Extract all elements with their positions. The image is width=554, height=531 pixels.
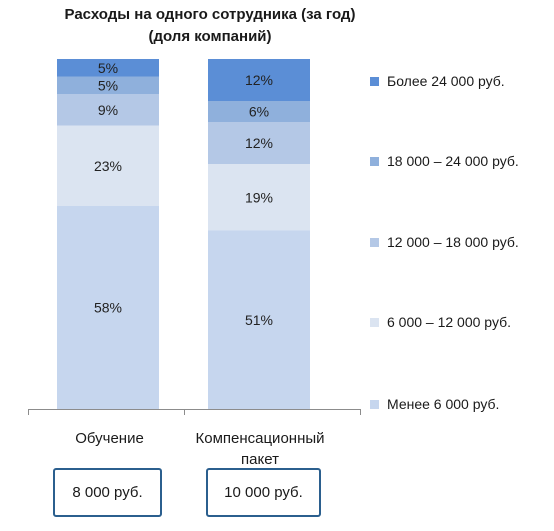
average-box-training: 8 000 руб. bbox=[53, 468, 162, 517]
bar-segment-1-0 bbox=[208, 230, 310, 409]
category-label-compensation-line1: Компенсационный bbox=[195, 430, 325, 447]
data-label-0-0: 58% bbox=[94, 300, 122, 316]
average-value-training: 8 000 руб. bbox=[72, 484, 143, 501]
category-label-training-text: Обучение bbox=[75, 430, 144, 447]
data-label-1-0: 51% bbox=[245, 312, 273, 328]
data-label-0-4: 5% bbox=[98, 60, 118, 76]
category-label-compensation-line2: пакет bbox=[241, 451, 279, 468]
legend-swatch-4 bbox=[370, 399, 379, 409]
legend-label-0: Более 24 000 руб. bbox=[387, 73, 505, 89]
bar-segment-0-2 bbox=[57, 94, 159, 126]
chart-title-line1: Расходы на одного сотрудника (за год) bbox=[64, 6, 356, 23]
legend-swatch-1 bbox=[370, 156, 379, 166]
average-value-compensation: 10 000 руб. bbox=[224, 484, 303, 501]
legend-label-2: 12 000 – 18 000 руб. bbox=[387, 234, 519, 250]
bar-segment-1-1 bbox=[208, 164, 310, 231]
legend-item-4: Менее 6 000 руб. bbox=[370, 396, 499, 412]
average-box-compensation: 10 000 руб. bbox=[206, 468, 321, 517]
legend-item-2: 12 000 – 18 000 руб. bbox=[370, 234, 519, 250]
chart-legend: Более 24 000 руб. 18 000 – 24 000 руб. 12 … bbox=[370, 0, 550, 531]
data-label-0-2: 9% bbox=[98, 102, 118, 118]
bar-segment-0-1 bbox=[57, 125, 159, 206]
chart-title-line2: (доля компаний) bbox=[148, 28, 272, 45]
legend-item-3: 6 000 – 12 000 руб. bbox=[370, 314, 511, 330]
legend-swatch-2 bbox=[370, 237, 379, 247]
data-label-0-3: 5% bbox=[98, 77, 118, 93]
legend-item-0: Более 24 000 руб. bbox=[370, 73, 505, 89]
legend-label-3: 6 000 – 12 000 руб. bbox=[387, 314, 512, 330]
category-label-compensation: Компенсационный пакет bbox=[180, 428, 340, 470]
legend-swatch-0 bbox=[370, 76, 379, 86]
bar-segment-0-0 bbox=[57, 206, 159, 409]
legend-item-1: 18 000 – 24 000 руб. bbox=[370, 153, 519, 169]
legend-label-1: 18 000 – 24 000 руб. bbox=[387, 153, 519, 169]
legend-swatch-3 bbox=[370, 317, 379, 327]
data-label-1-4: 12% bbox=[245, 72, 273, 88]
bar-segment-1-4 bbox=[208, 59, 310, 101]
data-label-1-2: 12% bbox=[245, 135, 273, 151]
bar-segment-1-2 bbox=[208, 122, 310, 164]
category-label-training: Обучение bbox=[52, 428, 167, 449]
bar-segment-0-4 bbox=[57, 59, 159, 77]
bar-segment-1-3 bbox=[208, 101, 310, 122]
data-label-1-1: 19% bbox=[245, 189, 273, 205]
bar-segment-0-3 bbox=[57, 76, 159, 94]
legend-label-4: Менее 6 000 руб. bbox=[387, 396, 500, 412]
chart-title: Расходы на одного сотрудника (за год) (д… bbox=[0, 4, 420, 48]
data-label-1-3: 6% bbox=[249, 104, 269, 120]
data-label-0-1: 23% bbox=[94, 158, 122, 174]
